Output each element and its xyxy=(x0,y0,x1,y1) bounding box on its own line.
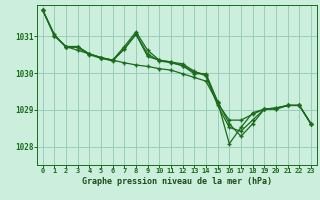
X-axis label: Graphe pression niveau de la mer (hPa): Graphe pression niveau de la mer (hPa) xyxy=(82,177,272,186)
